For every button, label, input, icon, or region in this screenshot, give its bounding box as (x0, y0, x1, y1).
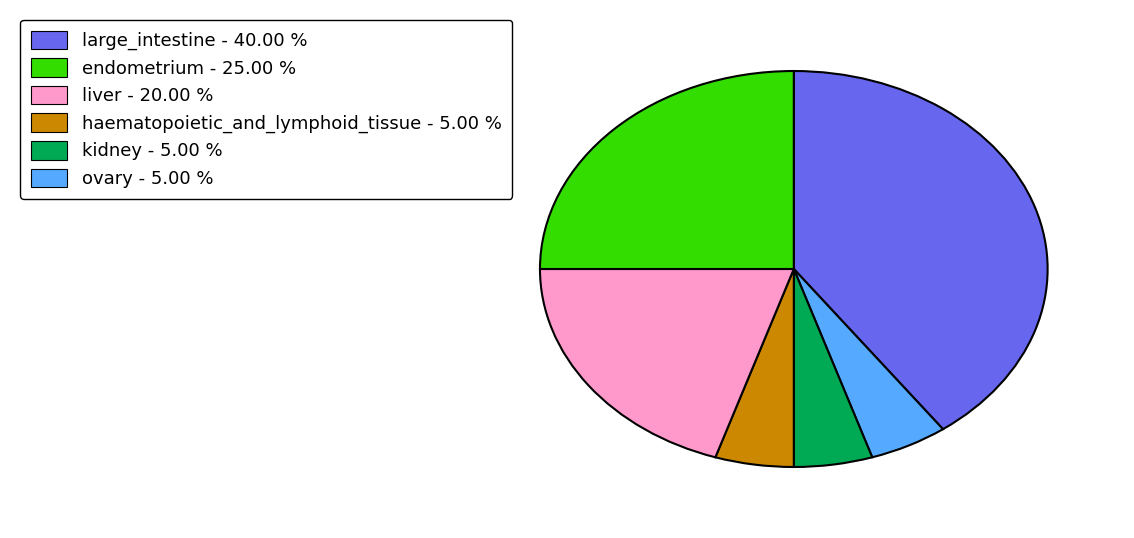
Wedge shape (540, 269, 794, 457)
Legend: large_intestine - 40.00 %, endometrium - 25.00 %, liver - 20.00 %, haematopoieti: large_intestine - 40.00 %, endometrium -… (20, 20, 513, 199)
Wedge shape (540, 71, 794, 269)
Wedge shape (716, 269, 794, 467)
Wedge shape (794, 71, 1048, 429)
Wedge shape (794, 269, 872, 467)
Wedge shape (794, 269, 943, 457)
